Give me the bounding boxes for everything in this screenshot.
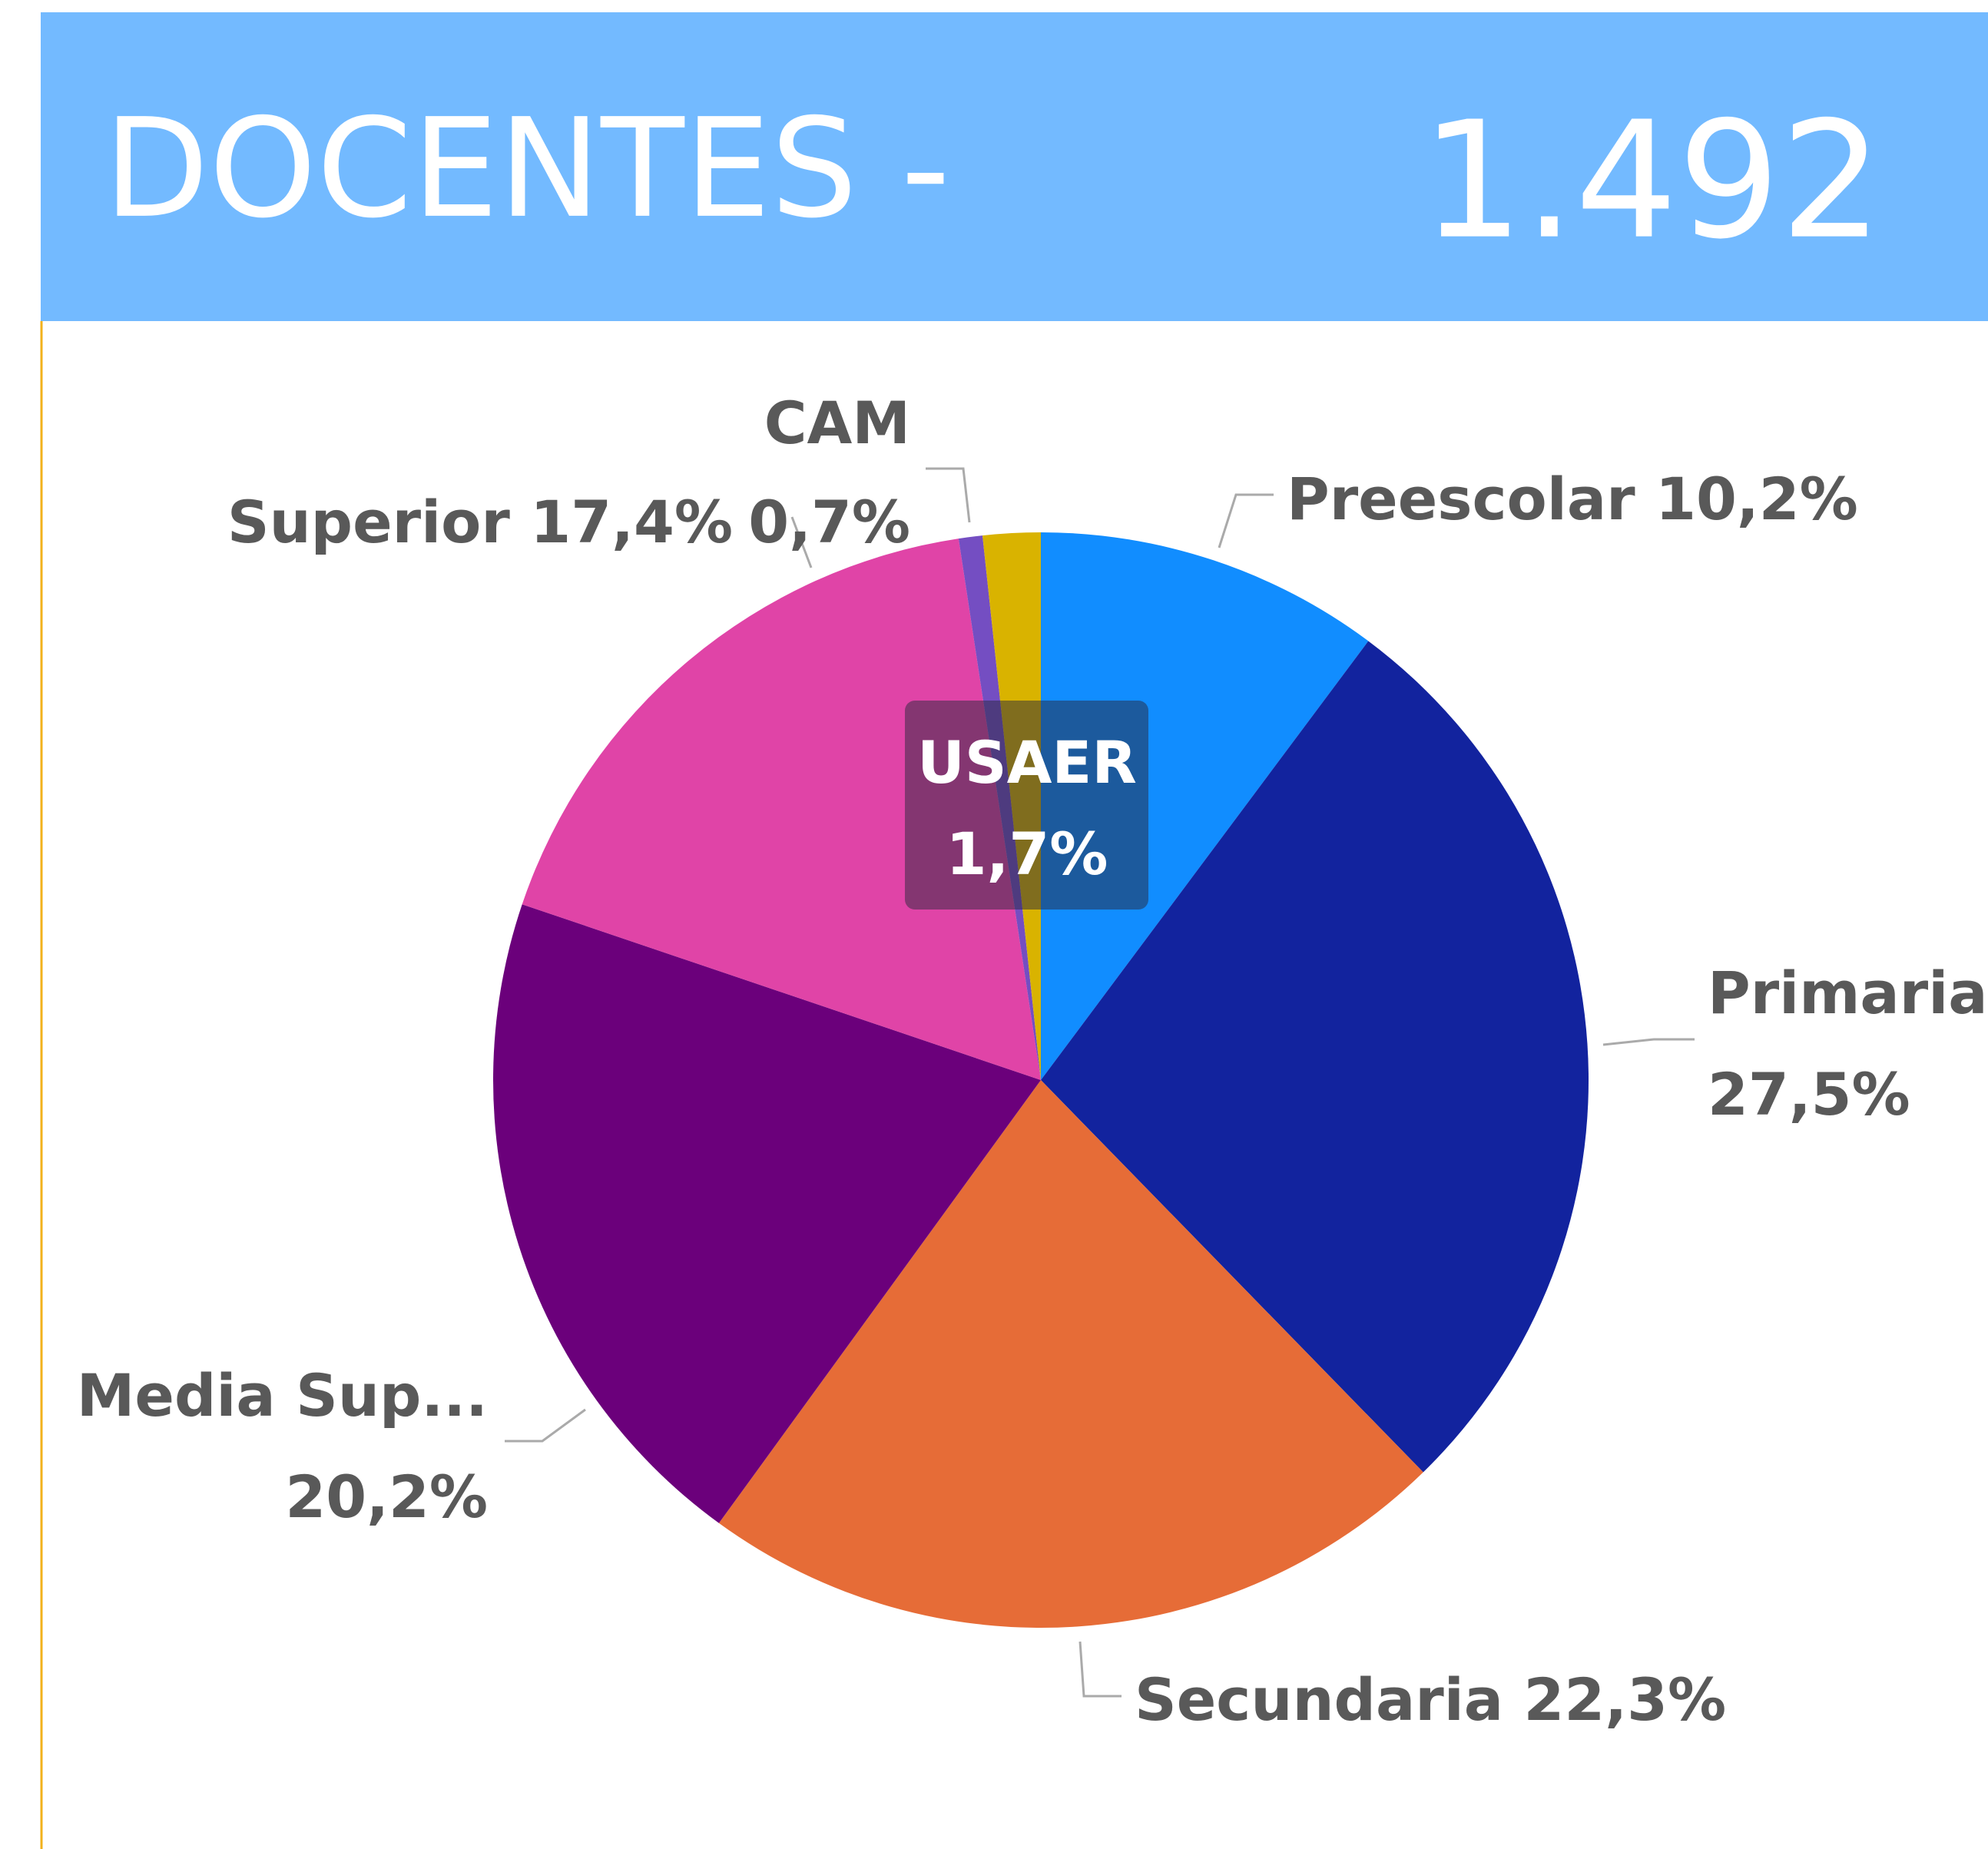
slice-label: Secundaria 22,3% (1135, 1665, 1726, 1734)
leader-line (505, 1408, 586, 1443)
leader-line (1078, 1641, 1122, 1698)
label-box (905, 701, 1148, 910)
slice-label: CAM (764, 389, 910, 457)
label-part: 22,3% (1524, 1665, 1727, 1734)
slice-label: Primaria (1708, 959, 1988, 1027)
slice (718, 1080, 1423, 1629)
slice (1041, 641, 1589, 1473)
slice (522, 538, 1041, 1080)
label-part: 17,4% (530, 488, 733, 556)
slice-label: 27,5% (1708, 1060, 1910, 1128)
slice (1041, 532, 1369, 1080)
slice-label: USAER (917, 728, 1137, 797)
header-value: 1.492 (1421, 87, 1883, 275)
leader-line (790, 516, 813, 568)
label-part: Superior (227, 488, 511, 556)
slice-label: 0,7% (748, 488, 910, 556)
slice-label: Superior 17,4% (227, 488, 733, 556)
label-part: Secundaria (1135, 1665, 1503, 1734)
pie (492, 532, 1589, 1629)
header-title: DOCENTES - (104, 89, 950, 248)
slice-label: Preescolar 10,2% (1287, 465, 1858, 533)
leader-line (1602, 1038, 1695, 1046)
header-band (41, 12, 1988, 321)
label-part: 10,2% (1655, 465, 1858, 533)
slice-label: 20,2% (285, 1463, 488, 1531)
slice-label: Media Sup... (77, 1361, 488, 1430)
leader-line (1218, 493, 1274, 548)
slice-label: 1,7% (946, 820, 1108, 888)
slice (492, 904, 1041, 1523)
label-part: Preescolar (1287, 465, 1635, 533)
leader-line (926, 467, 971, 523)
